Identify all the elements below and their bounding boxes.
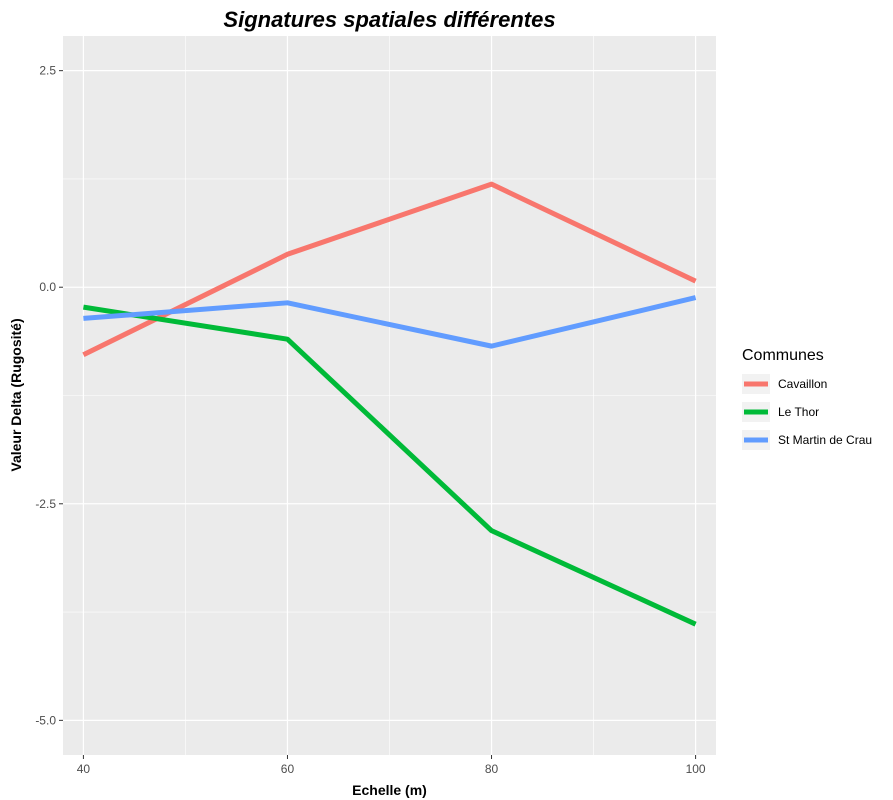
chart-title: Signatures spatiales différentes: [223, 7, 555, 32]
series-line-le-thor: [83, 304, 697, 627]
legend-label: St Martin de Crau: [778, 433, 872, 447]
legend: Communes Cavaillon Le Thor St Martin de Cr…: [742, 347, 872, 450]
series-line-cavaillon: [82, 181, 697, 358]
y-axis-title: Valeur Delta (Rugosité): [8, 318, 24, 471]
minor-gridlines: [63, 36, 716, 755]
legend-items: Cavaillon Le Thor St Martin de Crau: [742, 374, 872, 450]
x-tick-label: 60: [281, 762, 295, 776]
series-line-st-martin-de-crau: [83, 295, 697, 349]
x-axis-title: Echelle (m): [352, 782, 427, 798]
series-lines: [82, 181, 697, 627]
legend-label: Cavaillon: [778, 377, 827, 391]
y-tick-label: -2.5: [35, 497, 56, 511]
x-tick-label: 80: [485, 762, 499, 776]
x-axis-ticks: 40 60 80 100: [77, 755, 706, 776]
x-tick-label: 100: [686, 762, 706, 776]
y-axis-ticks: 2.5 0.0 -2.5 -5.0: [35, 64, 63, 727]
legend-title: Communes: [742, 347, 824, 364]
x-tick-label: 40: [77, 762, 91, 776]
major-gridlines: [63, 36, 716, 755]
y-tick-label: 2.5: [39, 64, 56, 78]
y-tick-label: -5.0: [35, 713, 56, 727]
legend-label: Le Thor: [778, 405, 819, 419]
y-tick-label: 0.0: [39, 280, 56, 294]
